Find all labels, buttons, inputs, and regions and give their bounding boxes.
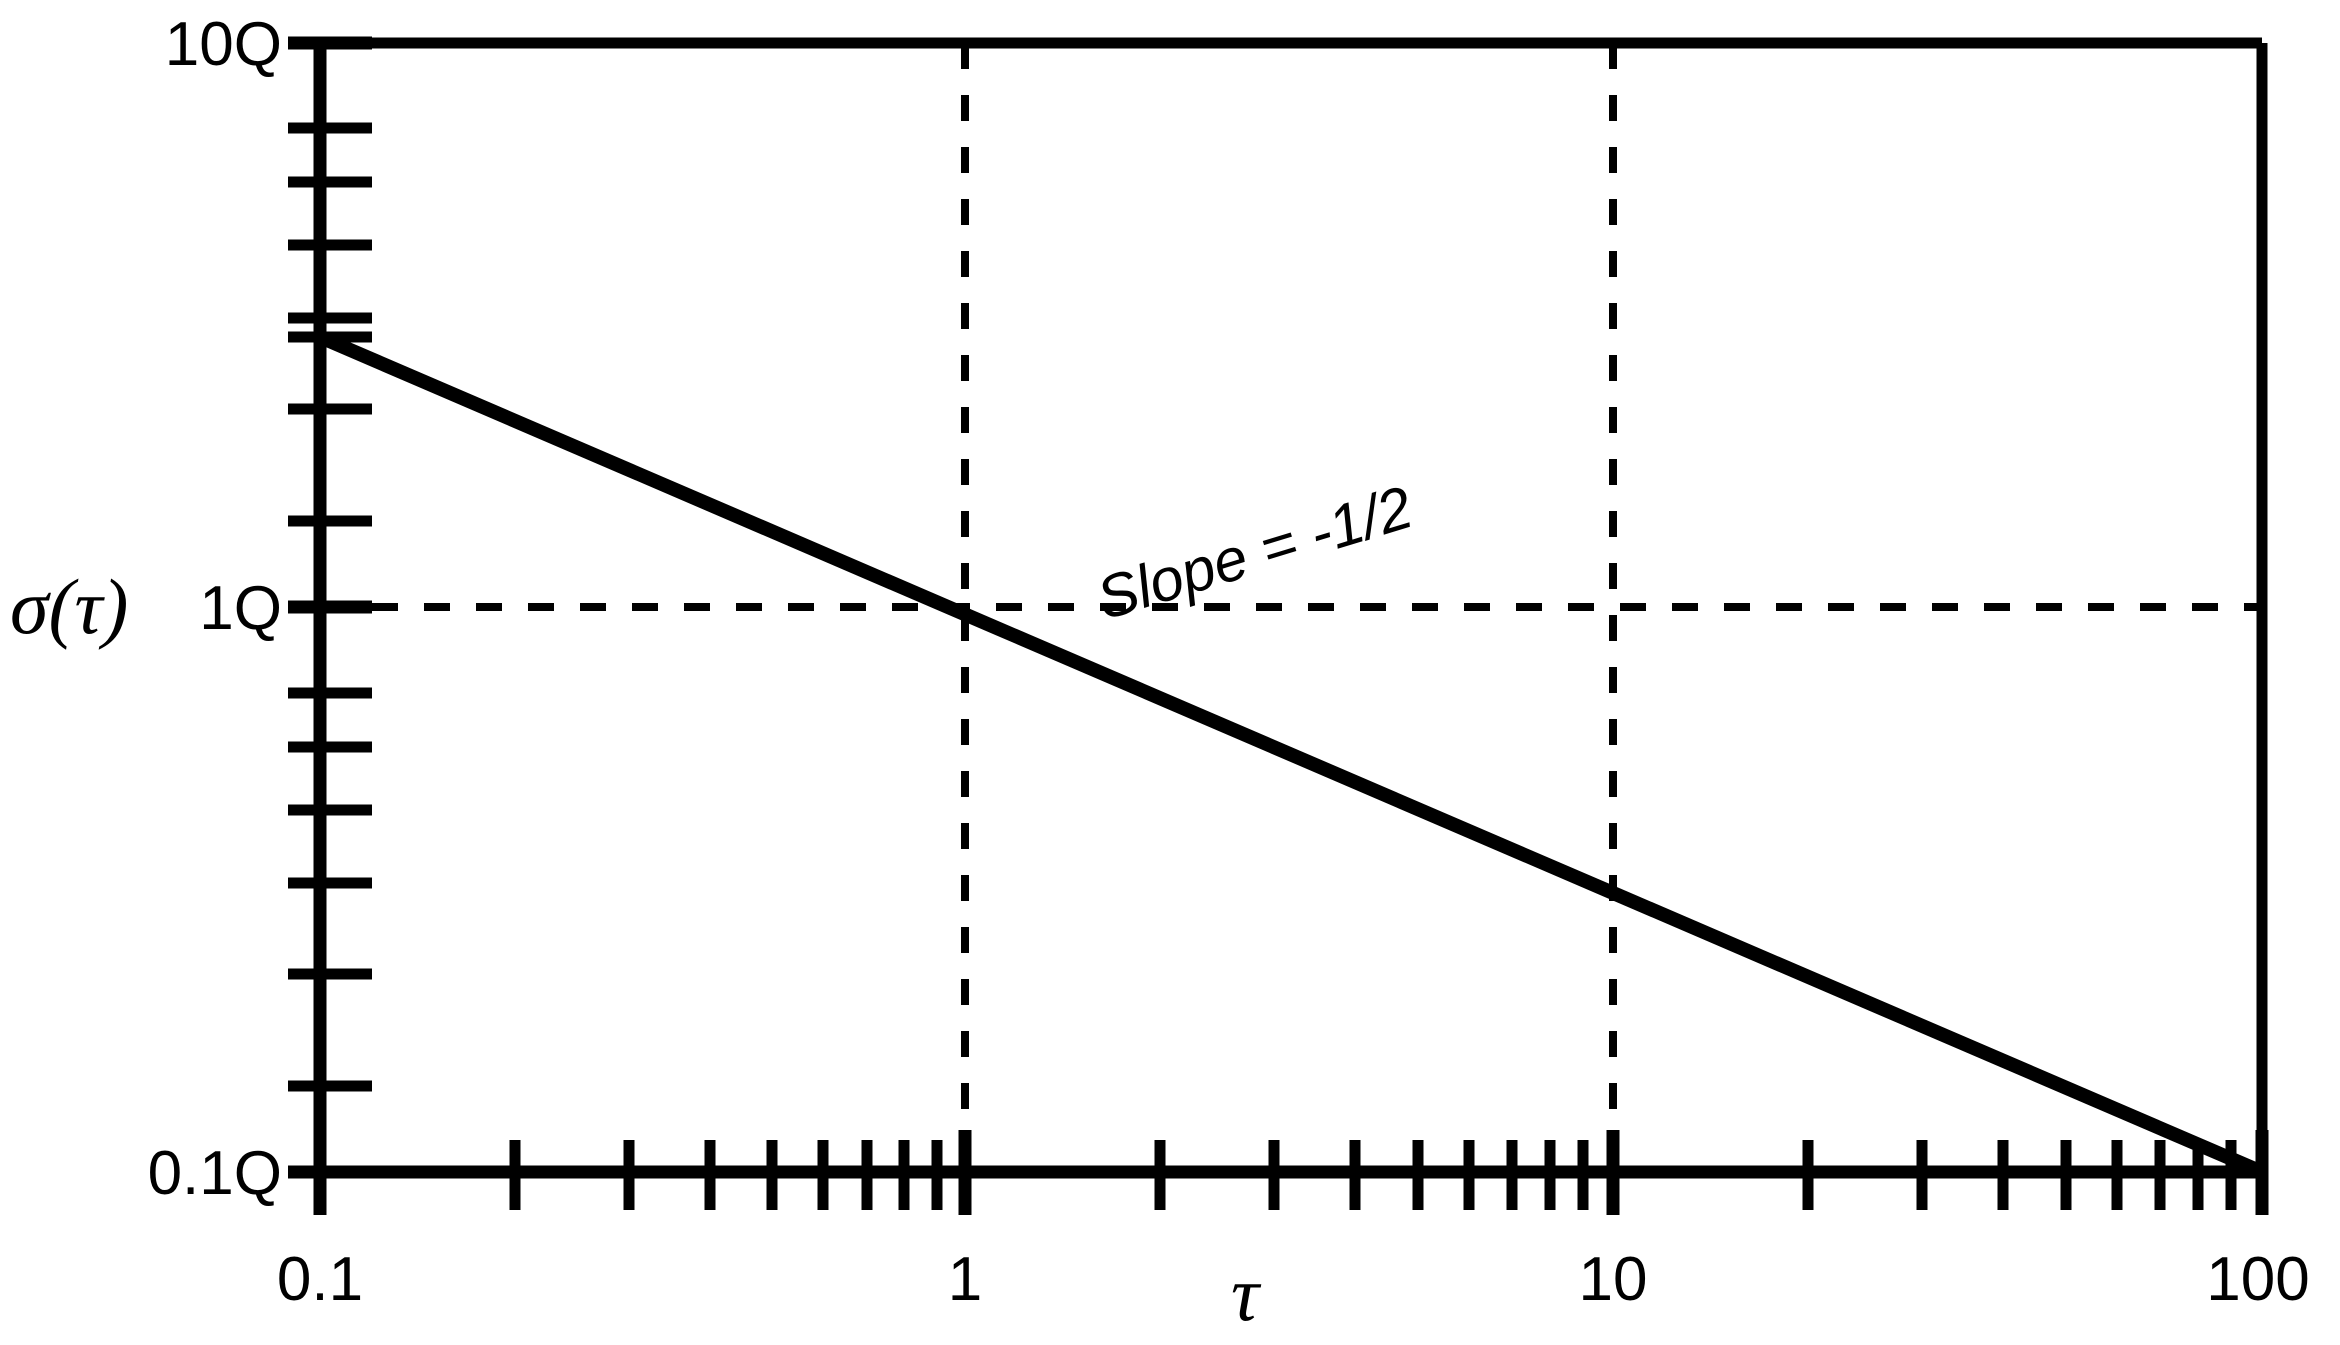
x-tick-label-second: 1: [948, 1245, 982, 1314]
x-tick-label-third: 10: [1579, 1245, 1648, 1314]
y-axis-title: σ(τ): [10, 563, 128, 650]
plot-frame: [313, 37, 2268, 1179]
x-tick-label-first: 0.1: [277, 1245, 363, 1314]
y-tick-label-bottom: 0.1Q: [148, 1139, 282, 1208]
x-tick-label-fourth: 100: [2206, 1245, 2309, 1314]
x-axis-title: τ: [1231, 1250, 1262, 1337]
data-line-slope-minus-half: [317, 330, 2265, 1179]
y-tick-label-mid: 1Q: [199, 574, 282, 643]
y-axis-ticks: [288, 36, 372, 1179]
plot-area-background: [320, 43, 2262, 1172]
x-axis-ticks: [313, 1130, 2269, 1215]
reference-lines: [320, 43, 2262, 1172]
data-series-sigma-tau: [317, 330, 2265, 1179]
y-tick-label-top: 10Q: [165, 10, 282, 79]
